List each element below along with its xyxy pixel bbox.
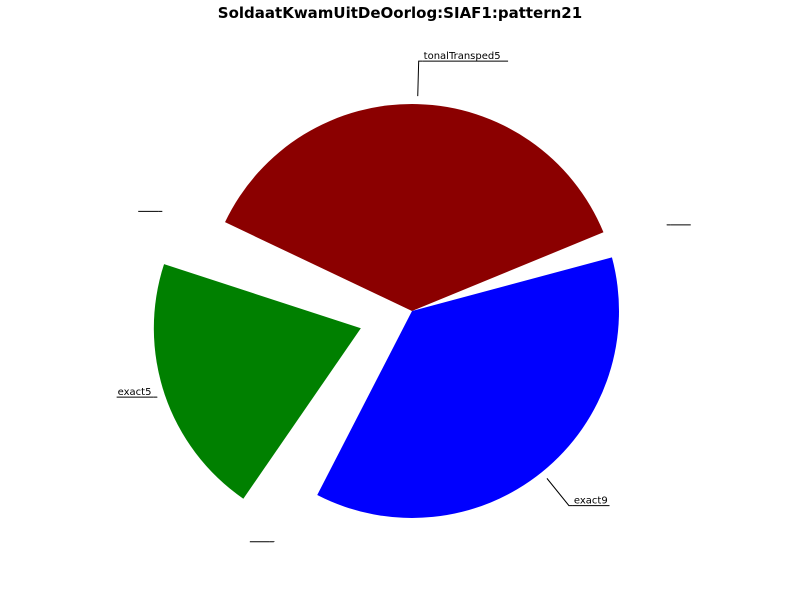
- pie-label-group-tonalTransped5: tonalTransped5: [417, 51, 509, 97]
- pie-slice-tonalTransped5: [225, 104, 604, 312]
- pie-labels: tonalTransped5 exact5 exact9: [116, 51, 691, 543]
- pie-slice-exact9: [317, 257, 619, 518]
- pie-label-exact5: exact5: [118, 387, 152, 398]
- pie-label-exact9: exact9: [574, 496, 608, 507]
- pie-leader-line: [417, 60, 423, 97]
- pie-label-group-exact9: exact9: [546, 478, 610, 507]
- pie-slice-gap-2: [165, 202, 362, 292]
- pie-slice-gap-4: [266, 357, 385, 542]
- pie-slice-exact5: [153, 264, 361, 499]
- chart-title: SoldaatKwamUitDeOorlog:SIAF1:pattern21: [218, 4, 582, 22]
- pie-leader-line: [546, 478, 573, 507]
- pie-slices: [153, 104, 664, 542]
- pie-slice-gap-0: [463, 215, 664, 294]
- pie-label-group-exact5: exact5: [116, 387, 158, 398]
- pie-label-tonalTransped5: tonalTransped5: [424, 51, 501, 62]
